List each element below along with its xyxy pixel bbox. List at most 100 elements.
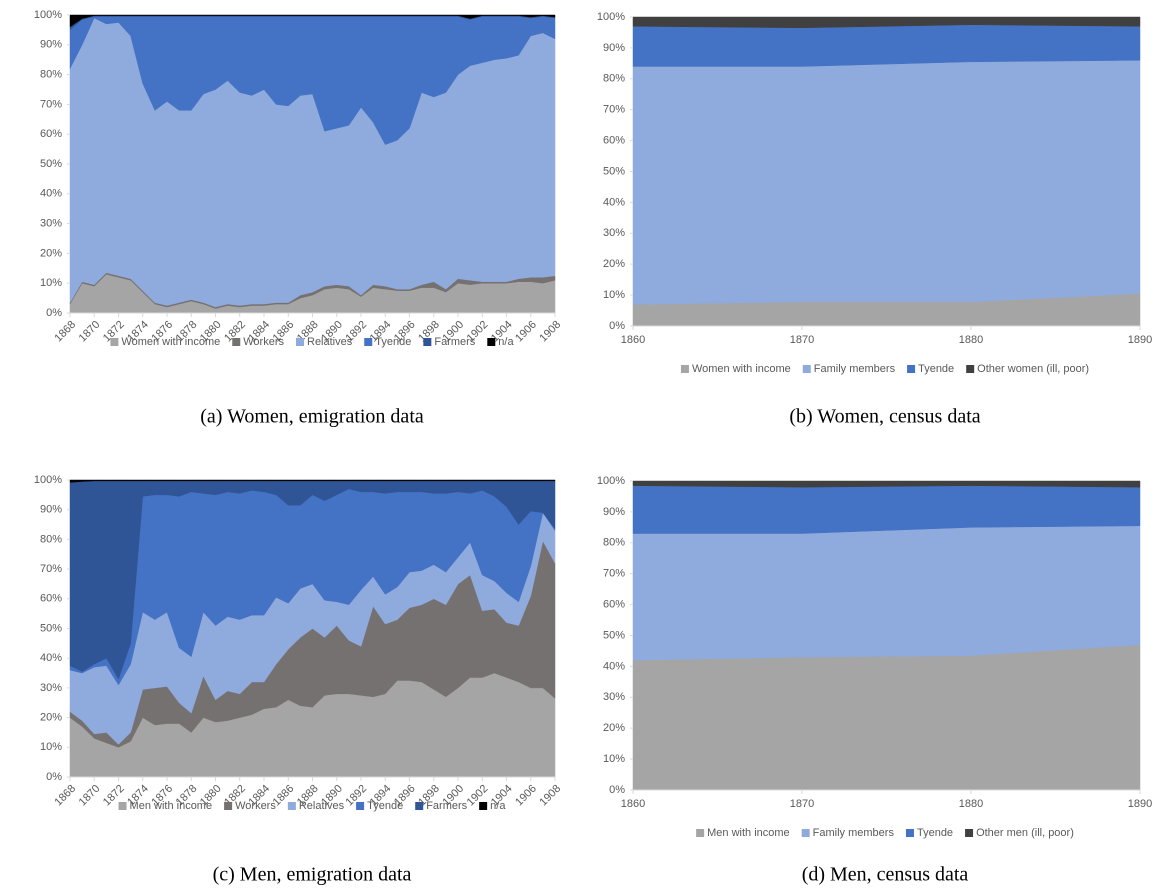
- y-tick-label: 90%: [40, 504, 62, 516]
- area-series: [632, 480, 1141, 488]
- y-tick-label: 50%: [40, 622, 62, 634]
- legend-label: Women with income: [692, 363, 791, 375]
- x-tick-label: 1890: [1128, 798, 1152, 810]
- area-series: [69, 479, 556, 483]
- legend-swatch: [364, 338, 373, 346]
- legend-label: n/a: [498, 336, 514, 348]
- y-tick-label: 100%: [597, 475, 625, 487]
- y-tick-label: 0%: [609, 320, 625, 332]
- y-tick-label: 60%: [40, 128, 62, 140]
- legend-swatch: [801, 829, 810, 837]
- legend-swatch: [118, 802, 127, 810]
- y-tick-label: 70%: [40, 98, 62, 110]
- legend-label: Tyende: [917, 827, 953, 839]
- chart-panel: 0% 10% 20% 30% 40% 50% 60% 70% 80% 90% 100% 1860 187…: [597, 475, 1152, 886]
- area-series: [632, 644, 1141, 791]
- legend-swatch: [423, 338, 432, 346]
- legend-swatch: [680, 365, 689, 373]
- y-tick-label: 60%: [603, 599, 625, 611]
- legend-label: Men with income: [707, 827, 790, 839]
- x-tick-label: 1880: [959, 798, 983, 810]
- legend-label: Workers: [235, 800, 276, 812]
- legend-swatch: [356, 802, 365, 810]
- x-tick-label: 1868: [52, 783, 78, 809]
- legend-swatch: [487, 338, 496, 346]
- legend-label: Tyende: [367, 800, 403, 812]
- legend-swatch: [966, 365, 975, 373]
- caption: (d) Men, census data: [802, 864, 969, 886]
- legend-label: Farmers: [434, 336, 475, 348]
- caption: (b) Women, census data: [789, 406, 980, 428]
- legend-swatch: [415, 802, 424, 810]
- x-tick-label: 1860: [621, 334, 645, 346]
- caption: (c) Men, emigration data: [213, 864, 412, 886]
- legend-swatch: [905, 829, 914, 837]
- y-tick-label: 60%: [40, 593, 62, 605]
- y-tick-label: 40%: [40, 652, 62, 664]
- y-tick-label: 30%: [40, 218, 62, 230]
- x-tick-label: 1870: [77, 319, 103, 345]
- y-tick-label: 40%: [40, 188, 62, 200]
- legend-label: Farmers: [426, 800, 467, 812]
- x-tick-label: 1906: [513, 783, 539, 809]
- y-tick-label: 20%: [40, 712, 62, 724]
- legend-swatch: [479, 802, 488, 810]
- area-series: [632, 525, 1141, 661]
- legend-label: n/a: [490, 800, 506, 812]
- y-tick-label: 10%: [40, 277, 62, 289]
- legend-label: Men with income: [130, 800, 213, 812]
- y-tick-label: 50%: [40, 158, 62, 170]
- chart-panel: 0% 10% 20% 30% 40% 50% 60% 70% 80% 90% 100% 1868187…: [34, 9, 563, 428]
- y-tick-label: 20%: [40, 247, 62, 259]
- legend-label: Tyende: [375, 336, 411, 348]
- y-tick-label: 90%: [40, 39, 62, 51]
- legend: Men with income Family members Tyende Other…: [696, 827, 1074, 839]
- legend-swatch: [696, 829, 705, 837]
- y-tick-label: 40%: [603, 196, 625, 208]
- chart-panel: 0% 10% 20% 30% 40% 50% 60% 70% 80% 90% 100% 1860 187…: [597, 11, 1152, 428]
- x-tick-label: 1880: [959, 334, 983, 346]
- chart-panel: 0% 10% 20% 30% 40% 50% 60% 70% 80% 90% 100% 1868187…: [34, 474, 563, 886]
- y-tick-label: 90%: [603, 42, 625, 54]
- legend-label: Other women (ill, poor): [977, 363, 1089, 375]
- x-tick-label: 1908: [537, 783, 563, 809]
- y-tick-label: 50%: [603, 165, 625, 177]
- legend-swatch: [802, 365, 811, 373]
- x-tick-label: 1906: [513, 319, 539, 345]
- x-tick-label: 1870: [77, 783, 103, 809]
- area-series: [632, 485, 1141, 534]
- legend-label: Family members: [814, 363, 896, 375]
- legend-swatch: [232, 338, 241, 346]
- area-series: [632, 24, 1141, 67]
- y-tick-label: 90%: [603, 506, 625, 518]
- legend-label: Relatives: [307, 336, 353, 348]
- area-series: [69, 14, 556, 28]
- area-series: [632, 16, 1141, 29]
- y-tick-label: 80%: [603, 73, 625, 85]
- y-tick-label: 30%: [603, 691, 625, 703]
- legend-swatch: [965, 829, 974, 837]
- y-tick-label: 20%: [603, 722, 625, 734]
- y-tick-label: 10%: [603, 289, 625, 301]
- legend-label: Family members: [813, 827, 895, 839]
- y-tick-label: 50%: [603, 629, 625, 641]
- y-tick-label: 80%: [603, 537, 625, 549]
- y-tick-label: 60%: [603, 135, 625, 147]
- y-tick-label: 10%: [603, 753, 625, 765]
- y-tick-label: 70%: [40, 563, 62, 575]
- legend-label: Relatives: [299, 800, 345, 812]
- legend-swatch: [296, 338, 304, 346]
- y-tick-label: 10%: [40, 741, 62, 753]
- legend-swatch: [907, 365, 916, 373]
- legend-label: Tyende: [918, 363, 954, 375]
- legend-label: Other men (ill, poor): [976, 827, 1074, 839]
- y-tick-label: 0%: [46, 771, 62, 783]
- y-tick-label: 80%: [40, 533, 62, 545]
- x-tick-label: 1890: [1128, 334, 1152, 346]
- legend-label: Workers: [243, 336, 284, 348]
- x-tick-label: 1870: [790, 798, 814, 810]
- legend-swatch: [287, 802, 296, 810]
- y-tick-label: 0%: [46, 307, 62, 319]
- y-tick-label: 100%: [597, 11, 625, 23]
